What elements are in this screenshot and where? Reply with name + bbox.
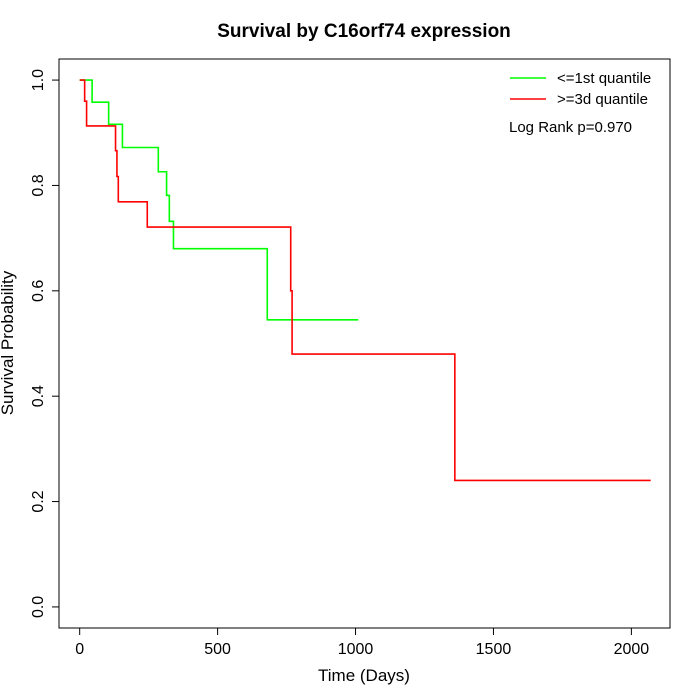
y-tick-label: 0.4 [30, 385, 47, 407]
legend-label-1: <=1st quantile [557, 70, 651, 87]
series-layer [79, 79, 651, 482]
x-axis: 0 500 1000 1500 2000 [75, 627, 650, 658]
y-axis: 0.0 0.2 0.4 0.6 0.8 1.0 [30, 69, 60, 618]
legend-label-2: >=3d quantile [557, 91, 648, 108]
y-tick-label: 0.6 [30, 280, 47, 302]
x-tick-label: 1500 [476, 641, 512, 658]
survival-curve-2 [79, 79, 651, 482]
x-tick-label: 0 [75, 641, 84, 658]
x-tick-label: 500 [204, 641, 231, 658]
y-tick-label: 0.0 [30, 596, 47, 618]
y-tick-label: 0.8 [30, 174, 47, 196]
x-tick-label: 1000 [338, 641, 374, 658]
x-axis-label: Time (Days) [318, 666, 410, 685]
y-axis-label: Survival Probability [0, 270, 17, 415]
plot-frame [58, 58, 671, 629]
x-tick-label: 2000 [614, 641, 650, 658]
log-rank-annotation: Log Rank p=0.970 [509, 119, 632, 136]
y-tick-label: 0.2 [30, 490, 47, 512]
chart-title: Survival by C16orf74 expression [217, 21, 511, 42]
y-tick-label: 1.0 [30, 69, 47, 91]
legend: <=1st quantile >=3d quantile [510, 70, 651, 108]
survival-curve-1 [79, 79, 359, 321]
